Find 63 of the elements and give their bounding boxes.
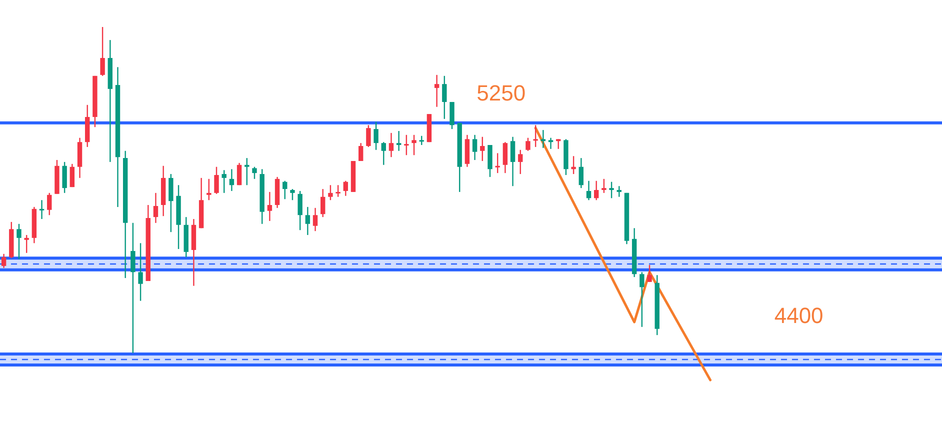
candlestick [647, 264, 652, 283]
candlestick [229, 168, 234, 192]
annotation: 5250 [476, 80, 526, 106]
candlestick [540, 129, 546, 149]
candlestick [571, 155, 576, 175]
candlestick [450, 101, 454, 130]
candlestick [62, 161, 67, 194]
candlestick [168, 173, 174, 233]
candlestick [336, 184, 340, 198]
candlestick [609, 181, 614, 199]
candlestick [419, 135, 424, 146]
candlestick [236, 162, 242, 186]
candlestick [502, 141, 508, 174]
candlestick [290, 188, 295, 201]
candlestick [24, 234, 29, 254]
candlestick [434, 74, 440, 108]
candlestick [130, 222, 136, 354]
candlestick [100, 26, 105, 76]
candlestick [381, 141, 386, 166]
candlestick [533, 124, 538, 148]
annotation: 4400 [774, 302, 824, 328]
candlestick [442, 75, 447, 120]
candlestick [556, 138, 561, 150]
candlestick [404, 134, 409, 156]
candlestick [305, 206, 310, 236]
candlestick [594, 180, 599, 201]
candlestick [518, 149, 523, 175]
candlestick [244, 157, 250, 186]
candlestick [312, 207, 318, 232]
candlestick [252, 166, 257, 180]
candlestick [396, 130, 402, 152]
candlestick [70, 163, 75, 188]
candlestick [526, 137, 530, 152]
candlestick [320, 188, 326, 218]
candlestick [412, 134, 416, 156]
candlestick [16, 223, 22, 260]
candlestick [602, 178, 606, 194]
candlestick [578, 157, 584, 189]
candlestick [510, 136, 516, 187]
candlestick [548, 137, 554, 150]
candlestick [586, 180, 592, 201]
candlestick [298, 190, 302, 231]
candlestick [39, 200, 44, 220]
candlestick [222, 170, 226, 194]
candlestick [282, 180, 288, 200]
candlestick [328, 184, 333, 201]
candlestick [640, 272, 644, 328]
candlestick [495, 152, 500, 174]
candlestick [358, 142, 364, 162]
candlestick [616, 185, 622, 198]
candlestick [374, 121, 378, 150]
candlestick [366, 124, 371, 148]
candlestick [1, 253, 6, 269]
candlestick [153, 192, 158, 224]
candlestick [472, 134, 478, 161]
candlestick [138, 242, 143, 302]
candlestick [267, 191, 272, 222]
candlestick [480, 136, 485, 162]
candlestick [214, 166, 219, 195]
candlestick [388, 132, 394, 158]
candlestick [343, 180, 348, 196]
candlestick [206, 178, 212, 201]
candlestick [47, 192, 52, 216]
